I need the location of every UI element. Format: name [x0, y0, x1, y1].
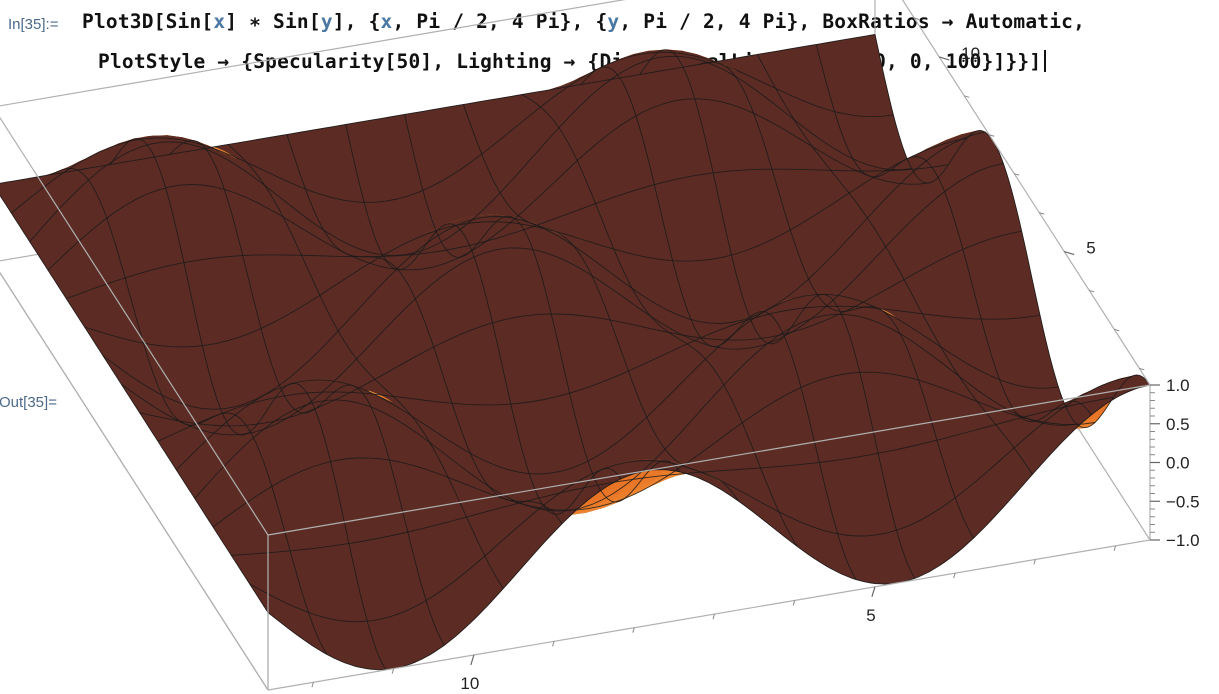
z-tick-label: −1.0	[1166, 531, 1200, 550]
text-cursor	[1044, 50, 1047, 72]
code-variable-token: x	[380, 10, 393, 33]
box-edge	[0, 271, 269, 691]
code-token: , Pi / 2, 4 Pi}, {	[392, 10, 608, 33]
code-variable-token: y	[320, 10, 333, 33]
x-tick	[871, 586, 876, 597]
z-tick-label: −0.5	[1166, 492, 1200, 511]
x-tick	[470, 654, 475, 666]
input-cell-label: In[35]:=	[8, 16, 59, 33]
code-variable-token: x	[213, 10, 226, 33]
output-cell-label: Out[35]=	[0, 394, 57, 411]
y-tick-label: 5	[1086, 239, 1095, 258]
code-token: Plot3D[Sin[	[82, 10, 214, 33]
box-edge	[0, 0, 626, 107]
code-token: , Pi / 2, 4 Pi}, BoxRatios → Automatic,	[619, 10, 1086, 33]
z-tick-label: 0.5	[1166, 415, 1190, 434]
code-line-1[interactable]: Plot3D[Sin[x] ∗ Sin[y], {x, Pi / 2, 4 Pi…	[82, 10, 1085, 33]
code-token: ] ∗ Sin[	[225, 10, 321, 33]
z-tick-label: 0.0	[1166, 454, 1190, 473]
x-tick-label: 10	[460, 674, 479, 693]
y-tick-label: 10	[961, 44, 980, 63]
surface-mesh	[0, 34, 1151, 671]
code-variable-token: y	[607, 10, 620, 33]
code-token: ], {	[332, 10, 381, 33]
z-tick-label: 1.0	[1166, 376, 1190, 395]
x-tick-label: 5	[866, 606, 875, 625]
